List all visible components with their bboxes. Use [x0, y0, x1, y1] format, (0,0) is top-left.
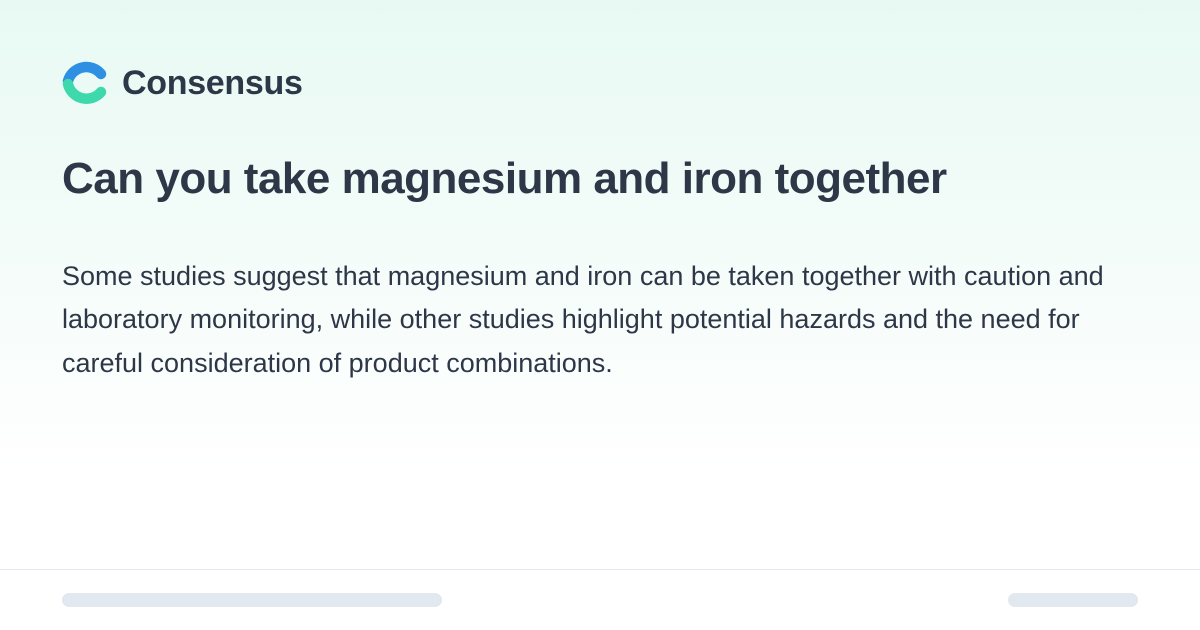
main-content: Consensus Can you take magnesium and iro…	[0, 0, 1200, 386]
footer-skeleton-left	[62, 593, 442, 607]
brand-name: Consensus	[122, 64, 303, 103]
footer	[0, 570, 1200, 630]
brand-logo-icon	[62, 60, 108, 106]
summary-text: Some studies suggest that magnesium and …	[62, 255, 1122, 386]
brand-row: Consensus	[62, 60, 1138, 106]
page-title: Can you take magnesium and iron together	[62, 154, 1138, 205]
footer-skeleton-right	[1008, 593, 1138, 607]
